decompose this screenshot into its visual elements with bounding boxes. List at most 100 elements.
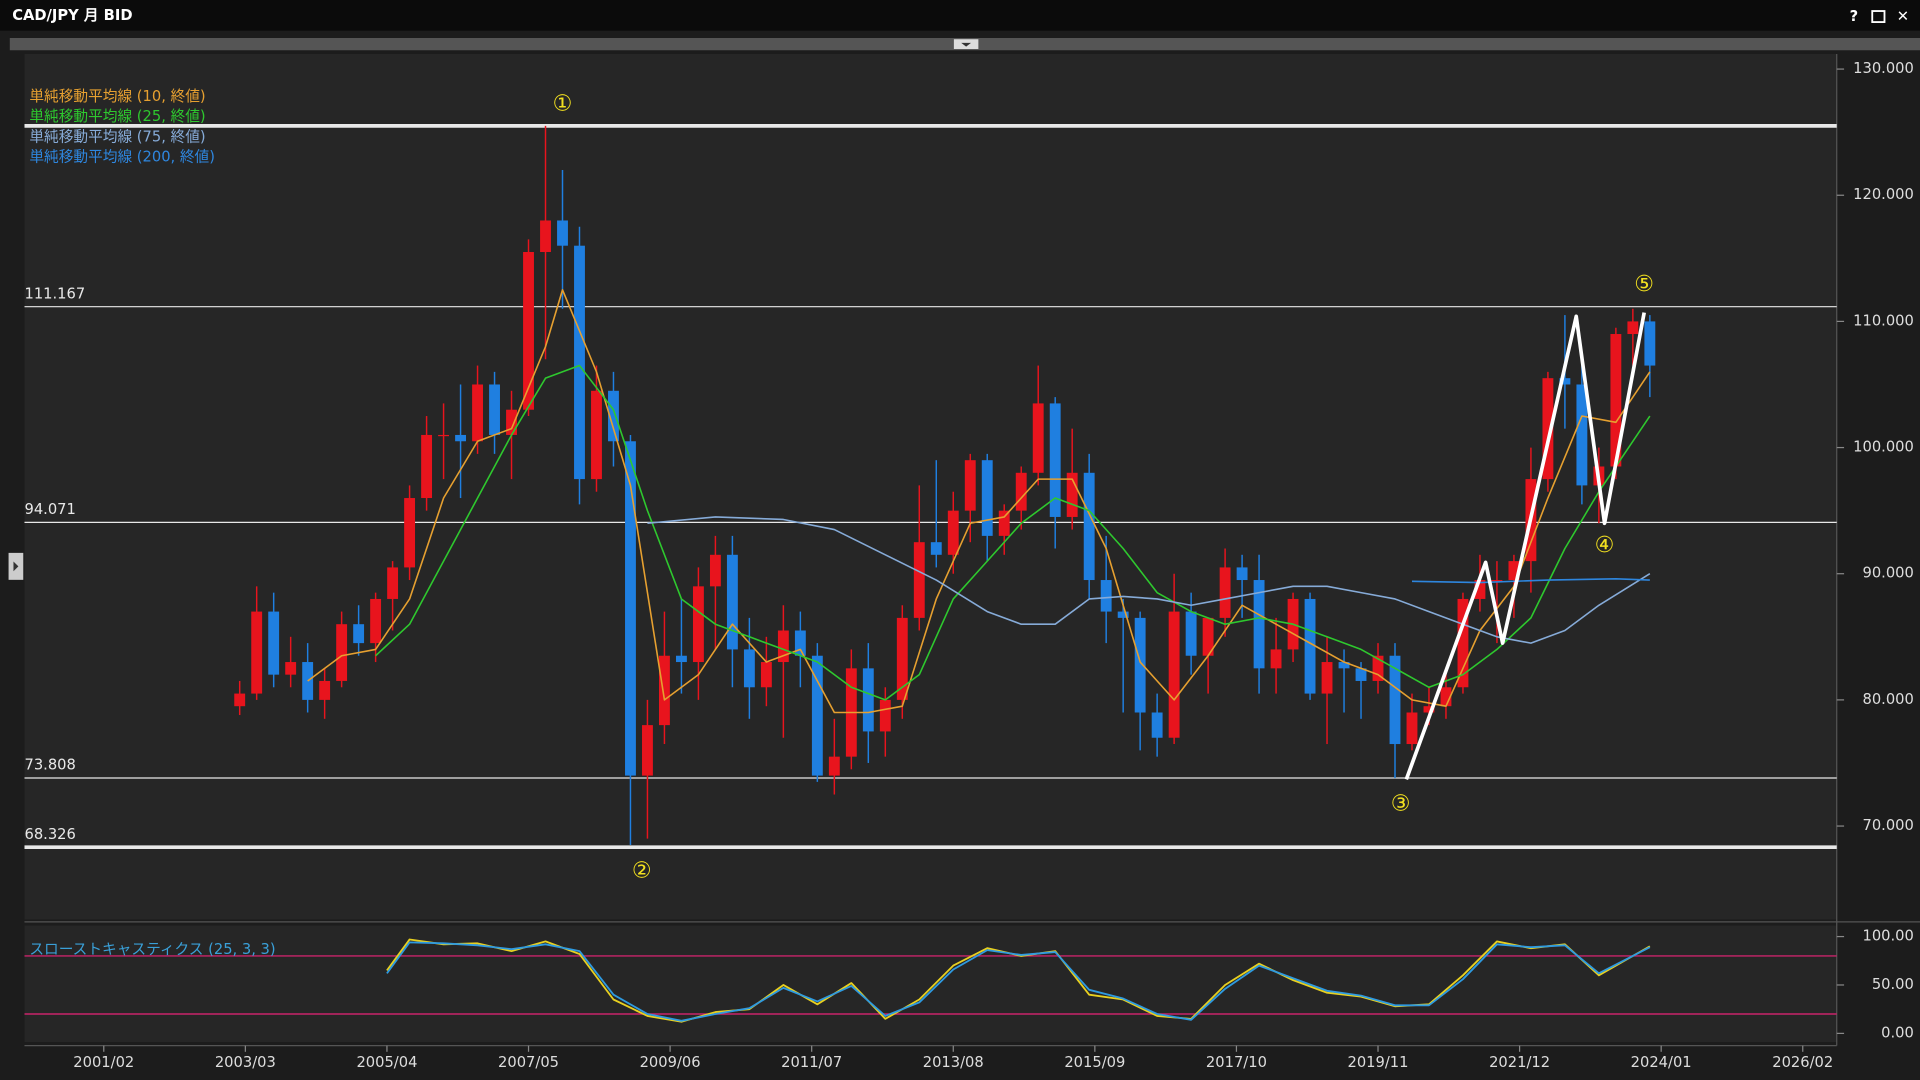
candle-body	[777, 630, 789, 663]
toolbar-toggle-arrow	[961, 42, 972, 47]
candle-body	[1576, 384, 1588, 486]
candle-body	[947, 510, 959, 555]
help-button[interactable]: ?	[1850, 8, 1859, 25]
candle-body	[879, 699, 891, 732]
candle-body	[811, 655, 823, 776]
candle-body	[709, 554, 721, 587]
candle-body	[557, 220, 568, 246]
candle-body	[1032, 403, 1044, 473]
wave-annotation: ③	[1391, 792, 1411, 817]
candle-body	[1134, 617, 1146, 713]
wave-annotation: ④	[1595, 533, 1615, 558]
level-label: 94.071	[24, 501, 75, 518]
candle-body	[692, 586, 704, 663]
legend-entry: 単純移動平均線 (200, 終値)	[29, 149, 215, 166]
candle-body	[1100, 580, 1112, 612]
candle-body	[370, 598, 382, 644]
stochastic-plot-area	[24, 925, 1837, 1042]
x-tick-label: 2017/10	[1206, 1054, 1267, 1071]
candle-body	[1355, 668, 1367, 681]
candle-body	[1627, 321, 1639, 335]
close-button[interactable]: ✕	[1897, 8, 1909, 25]
candle-body	[1559, 378, 1571, 385]
candle-body	[523, 252, 534, 410]
candle-body	[1423, 706, 1435, 713]
candle-body	[1202, 617, 1214, 656]
x-tick-label: 2001/02	[73, 1054, 134, 1071]
candle-body	[659, 655, 670, 726]
candle-body	[591, 390, 602, 480]
candle-body	[913, 542, 925, 618]
x-tick-label: 2013/08	[923, 1054, 984, 1071]
candle-body	[981, 460, 993, 536]
candle-body	[336, 624, 348, 681]
candle-body	[1474, 580, 1486, 599]
candle-body	[862, 668, 874, 732]
candle-body	[455, 434, 466, 442]
x-tick-label: 2021/12	[1489, 1054, 1550, 1071]
moving-average-line	[647, 516, 1651, 644]
y-tick-label: 100.00	[1863, 928, 1914, 945]
candle-body	[642, 725, 653, 776]
wave-line	[1404, 312, 1646, 780]
candle-body	[506, 409, 517, 435]
candle-body	[1270, 649, 1282, 669]
y-tick-label: 110.000	[1853, 312, 1914, 329]
candle-body	[251, 611, 263, 694]
candle-body	[1049, 403, 1061, 517]
candle-body	[1151, 712, 1163, 738]
x-tick-label: 2019/11	[1348, 1054, 1409, 1071]
candle-body	[1185, 611, 1197, 656]
candle-body	[387, 567, 399, 599]
x-tick-label: 2011/07	[781, 1054, 842, 1071]
candle-body	[1219, 567, 1231, 618]
y-tick-label: 70.000	[1863, 817, 1914, 834]
candle-body	[1236, 567, 1248, 581]
candle-body	[1015, 472, 1027, 511]
candle-body	[964, 460, 976, 511]
plot-layer: 70.000 80.000 90.000 100.000 110.000 120.000 1…	[24, 60, 1913, 1071]
level-label: 73.808	[24, 757, 75, 774]
window-title: CAD/JPY 月 BID	[12, 7, 132, 24]
candle-body	[1491, 580, 1503, 582]
y-tick-label: 50.00	[1872, 976, 1914, 993]
candle-body	[1304, 598, 1316, 694]
candle-body	[1389, 655, 1401, 745]
x-tick-label: 2003/03	[215, 1054, 276, 1071]
candle-body	[472, 384, 483, 442]
candle-body	[540, 220, 551, 253]
stochastic-line	[386, 941, 1651, 1022]
candle-body	[353, 624, 365, 644]
wave-annotation: ①	[553, 91, 573, 116]
legend-entry: 単純移動平均線 (25, 終値)	[29, 108, 205, 125]
candle-body	[1117, 611, 1129, 618]
level-label: 111.167	[24, 285, 85, 302]
candle-body	[319, 680, 331, 700]
level-label: 68.326	[24, 826, 75, 843]
candle-body	[1542, 378, 1554, 480]
y-tick-label: 0.00	[1881, 1024, 1914, 1041]
candle-body	[1440, 687, 1452, 707]
candle-body	[574, 245, 585, 480]
candle-body	[1253, 580, 1265, 669]
stochastic-title: スローストキャスティクス (25, 3, 3)	[29, 941, 275, 958]
candle-body	[1406, 712, 1418, 745]
candle-body	[743, 649, 755, 688]
candle-body	[1610, 334, 1622, 467]
candle-body	[794, 630, 806, 656]
x-tick-label: 2005/04	[356, 1054, 417, 1071]
candle-body	[234, 693, 246, 707]
wave-annotation: ⑤	[1634, 272, 1654, 297]
candle-body	[1321, 662, 1333, 694]
candle-body	[285, 662, 297, 675]
candle-body	[998, 510, 1010, 536]
x-tick-label: 2007/05	[498, 1054, 559, 1071]
candle-body	[726, 554, 738, 650]
maximize-button[interactable]	[1871, 10, 1886, 23]
candle-body	[1338, 662, 1350, 669]
candle-body	[760, 662, 772, 688]
x-tick-label: 2015/09	[1064, 1054, 1125, 1071]
candle-body	[896, 617, 908, 700]
candle-body	[421, 434, 433, 499]
